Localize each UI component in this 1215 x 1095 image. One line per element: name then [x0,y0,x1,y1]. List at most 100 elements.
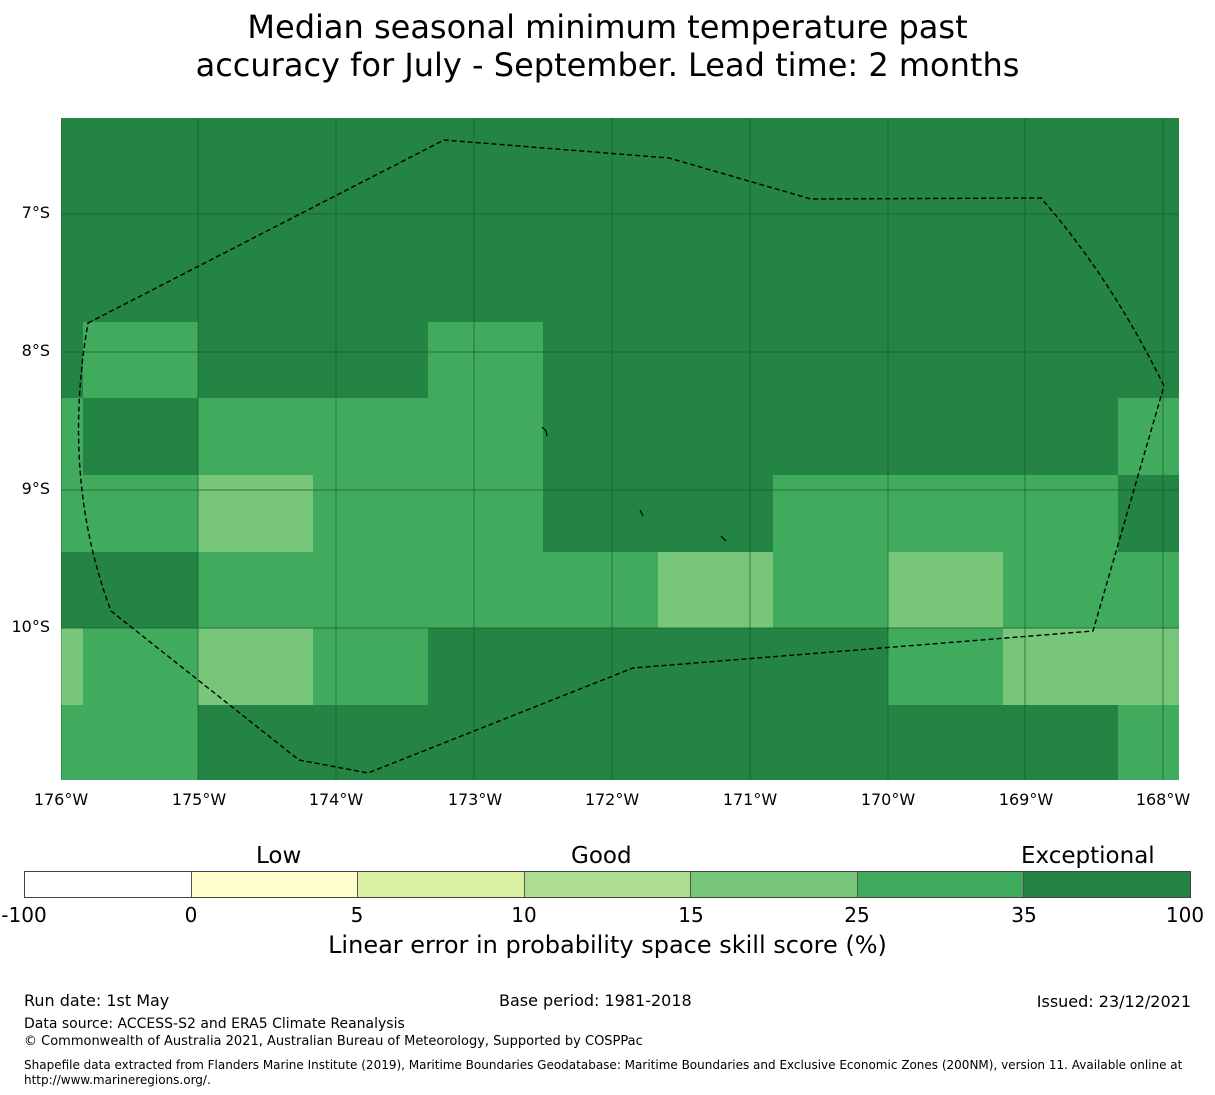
skill-score-map [61,118,1179,780]
grid-cell [1118,322,1179,399]
grid-cell [773,552,889,629]
grid-cell [1118,552,1179,629]
grid-cell [83,475,199,553]
colorbar-tick: 5 [350,903,364,927]
colorbar-tick: 10 [511,903,537,927]
colorbar-tick: 35 [1011,903,1037,927]
colorbar-segment [691,872,858,897]
grid-cell [61,705,84,780]
lat-label-7s: 7°S [21,203,50,222]
grid-cell [313,214,429,323]
grid-cell [198,118,314,215]
colorbar-segment [1024,872,1191,897]
eez-boundary [77,139,1165,774]
grid-cell [198,322,314,399]
colorbar-category-good: Good [571,843,632,869]
grid-cell [1003,214,1119,323]
issued-date: Issued: 23/12/2021 [1036,992,1191,1011]
grid-cell [1003,322,1119,399]
grid-cell [543,552,659,629]
colorbar-category-low: Low [256,843,302,869]
grid-cell [658,398,774,476]
grid-cell [888,214,1004,323]
grid-cell [313,118,429,215]
colorbar-segment [857,872,1025,897]
grid-cell [658,628,774,706]
grid-cell [313,475,429,553]
map-canvas [61,118,1179,780]
data-source: Data source: ACCESS-S2 and ERA5 Climate … [24,1016,405,1032]
grid-cell [83,322,199,399]
grid-cell [83,398,199,476]
grid-cell [658,552,774,629]
grid-cell [428,118,544,215]
grid-cell [658,214,774,323]
map-title-line1: Median seasonal minimum temperature past [247,8,968,46]
grid-cell [198,628,314,706]
grid-cell [313,322,429,399]
grid-cell [773,705,889,780]
grid-cell [428,628,544,706]
lon-label-174w: 174°W [308,790,364,809]
grid-cell [543,214,659,323]
grid-cell [1003,552,1119,629]
grid-cell [888,628,1004,706]
grid-cell [428,475,544,553]
grid-cell [198,552,314,629]
grid-cell [888,398,1004,476]
grid-cell [61,214,84,323]
grid-cell [658,705,774,780]
colorbar-label: Linear error in probability space skill … [328,931,887,959]
atoll-outline [639,509,644,517]
grid-cell [773,118,889,215]
lon-label-173w: 173°W [447,790,503,809]
grid-cell [658,322,774,399]
copyright: © Commonwealth of Australia 2021, Austra… [24,1034,643,1049]
colorbar [24,871,1191,898]
base-period: Base period: 1981-2018 [499,991,692,1010]
grid-cell [428,552,544,629]
grid-cell [1118,628,1179,706]
lat-label-9s: 9°S [21,479,50,498]
grid-cell [1003,705,1119,780]
lon-label-172w: 172°W [584,790,640,809]
grid-cell [1118,214,1179,323]
grid-cell [888,705,1004,780]
grid-cell [773,322,889,399]
colorbar-tick: 25 [844,903,870,927]
grid-cell [543,322,659,399]
grid-cell [83,552,199,629]
grid-cell [1003,118,1119,215]
grid-cell [773,475,889,553]
grid-cell [543,118,659,215]
lon-label-169w: 169°W [998,790,1054,809]
grid-cell [313,628,429,706]
shapefile-credit: Shapefile data extracted from Flanders M… [24,1058,1183,1087]
colorbar-tick: 0 [184,903,198,927]
atoll-outline [541,426,548,437]
grid-cell [83,118,199,215]
lat-label-10s: 10°S [11,617,50,636]
grid-cell [83,705,199,780]
grid-cell [888,322,1004,399]
grid-cell [428,214,544,323]
grid-cell [658,475,774,553]
lon-label-171w: 171°W [722,790,778,809]
colorbar-tick: -100 [1,903,47,927]
grid-cell [61,628,84,706]
atoll-outline [720,535,727,542]
lon-label-175w: 175°W [171,790,227,809]
grid-cell [1118,118,1179,215]
grid-cell [198,214,314,323]
grid-cell [61,475,84,553]
map-title-line2: accuracy for July - September. Lead time… [195,46,1020,84]
grid-cell [888,552,1004,629]
grid-cell [773,398,889,476]
grid-cell [543,475,659,553]
grid-cell [543,628,659,706]
grid-cell [198,705,314,780]
grid-cell [428,322,544,399]
grid-cell [1118,475,1179,553]
colorbar-segment [191,872,359,897]
colorbar-segment [524,872,692,897]
